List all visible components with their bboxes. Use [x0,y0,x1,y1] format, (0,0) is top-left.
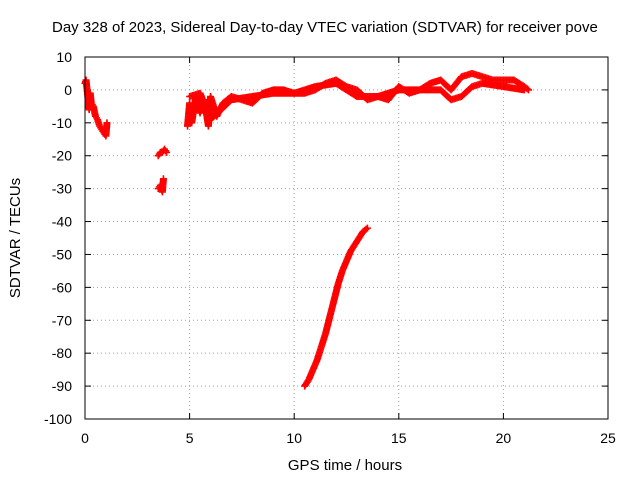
y-tick-label: -100 [44,411,72,427]
x-axis-label: GPS time / hours [288,457,402,474]
x-tick-label: 5 [186,430,194,446]
y-tick-label: -60 [52,279,72,295]
chart-title: Day 328 of 2023, Sidereal Day-to-day VTE… [52,19,598,36]
series-parallel-track [186,79,528,124]
data-point [363,224,371,232]
data-point [163,148,171,156]
y-tick-label: -10 [52,115,72,131]
x-axis-ticks: 0 5 10 15 20 25 [81,57,616,446]
x-tick-label: 25 [600,430,616,446]
plot-frame [84,56,609,420]
y-tick-label: -30 [52,181,72,197]
x-tick-label: 10 [286,430,302,446]
data-points [81,69,533,390]
y-tick-label: -90 [52,378,72,394]
y-tick-label: -50 [52,246,72,262]
y-tick-label: -20 [52,148,72,164]
data-point [103,119,111,127]
x-tick-label: 15 [391,430,407,446]
series-isolated-cluster-a [154,145,171,160]
y-tick-label: -80 [52,345,72,361]
data-point [520,86,528,94]
y-axis-label: SDTVAR / TECUs [7,178,24,298]
x-tick-label: 20 [496,430,512,446]
series-early-drop [81,76,111,140]
y-tick-label: 10 [56,49,72,65]
y-tick-label: -40 [52,214,72,230]
y-axis-ticks: 10 0 -10 -20 -30 -40 -50 -60 -70 -80 -90 -100 [44,49,608,427]
x-tick-label: 0 [81,430,89,446]
y-tick-label: 0 [64,82,72,98]
y-tick-label: -70 [52,312,72,328]
data-point [159,175,167,183]
series-isolated-cluster-b [154,175,167,196]
grid-lines [85,57,608,419]
data-point-interpolated [362,225,370,233]
series-steep-descent [301,224,371,390]
